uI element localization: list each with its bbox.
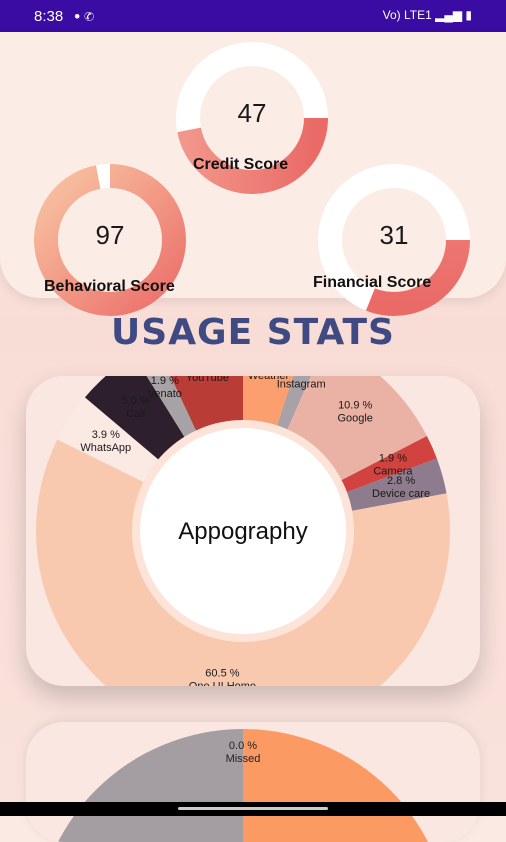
slice-label-1: Instagram [277,379,326,391]
slice-label-7: Call [126,408,145,420]
usage-pie-card[interactable]: Appography 5.0 % Weather1.6 %Instagram 10.… [26,376,480,686]
credit-gauge-ring [176,42,328,194]
behavioral-score-gauge: 97 [34,164,186,316]
slice-pct-3: 1.9 % [379,453,407,465]
slice-pct-7: 5.0 % [122,395,150,407]
pie-slice-remainder [58,729,243,842]
system-status-icons: Vo) LTE1 ▂▄▆ ▮ [382,8,472,22]
pie-hole [140,428,346,634]
credit-score-label: Credit Score [193,156,289,173]
slice-pct-1: 1.6 % [287,376,315,378]
slice-label-9: YouTube [186,376,229,384]
slice-pct-missed: 0.0 % [229,740,257,752]
credit-score-gauge: 47 [176,42,328,194]
slice-label-5: One UI Home [189,681,256,686]
call-pie-card[interactable]: 0.0 % Missed [26,722,480,842]
call-pie-chart[interactable]: 0.0 % Missed [26,722,480,842]
status-time: 8:38 [34,8,64,25]
usage-pie-chart[interactable]: Appography 5.0 % Weather1.6 %Instagram 10.… [26,376,480,686]
pie-center-label: Appography [178,518,307,545]
gauge-fill [176,42,328,194]
slice-pct-8: 1.9 % [151,376,179,387]
behavioral-score-value: 97 [95,220,125,250]
home-gesture-handle[interactable] [178,807,328,810]
slice-pct-4: 2.8 % [387,475,415,487]
slice-pct-2: 10.9 % [338,399,372,411]
section-title: USAGE STATS [111,312,395,353]
score-card: 47 Credit Score 97 Behavioral Score 31 F… [0,32,506,316]
slice-pct-6: 3.9 % [92,429,120,441]
slice-label-2: Google [337,412,372,424]
slice-label-8: Venato [148,388,182,400]
slice-label-4: Device care [372,488,430,500]
slice-label-3: Camera [373,466,413,478]
slice-pct-5: 60.5 % [205,668,239,680]
status-bar: 8:38 ꔷ ✆ Vo) LTE1 ▂▄▆ ▮ [0,0,506,32]
financial-score-value: 31 [379,220,409,250]
navigation-bar [0,802,506,816]
credit-score-value: 47 [237,98,267,128]
gauge-fill [34,164,186,316]
gauge-fill [318,164,470,316]
slice-label-missed: Missed [226,753,261,765]
financial-score-gauge: 31 [318,164,470,316]
financial-score-label: Financial Score [313,274,432,291]
slice-label-6: WhatsApp [80,442,131,454]
behavioral-score-label: Behavioral Score [44,278,175,295]
slice-label-0: Weather [248,376,290,382]
behavioral-gauge-ring [34,164,186,316]
pie-slice-missed [243,729,428,842]
notification-icons: ꔷ ✆ [74,9,95,24]
financial-gauge-ring [318,164,470,316]
pie-slice-weather[interactable] [243,376,307,531]
